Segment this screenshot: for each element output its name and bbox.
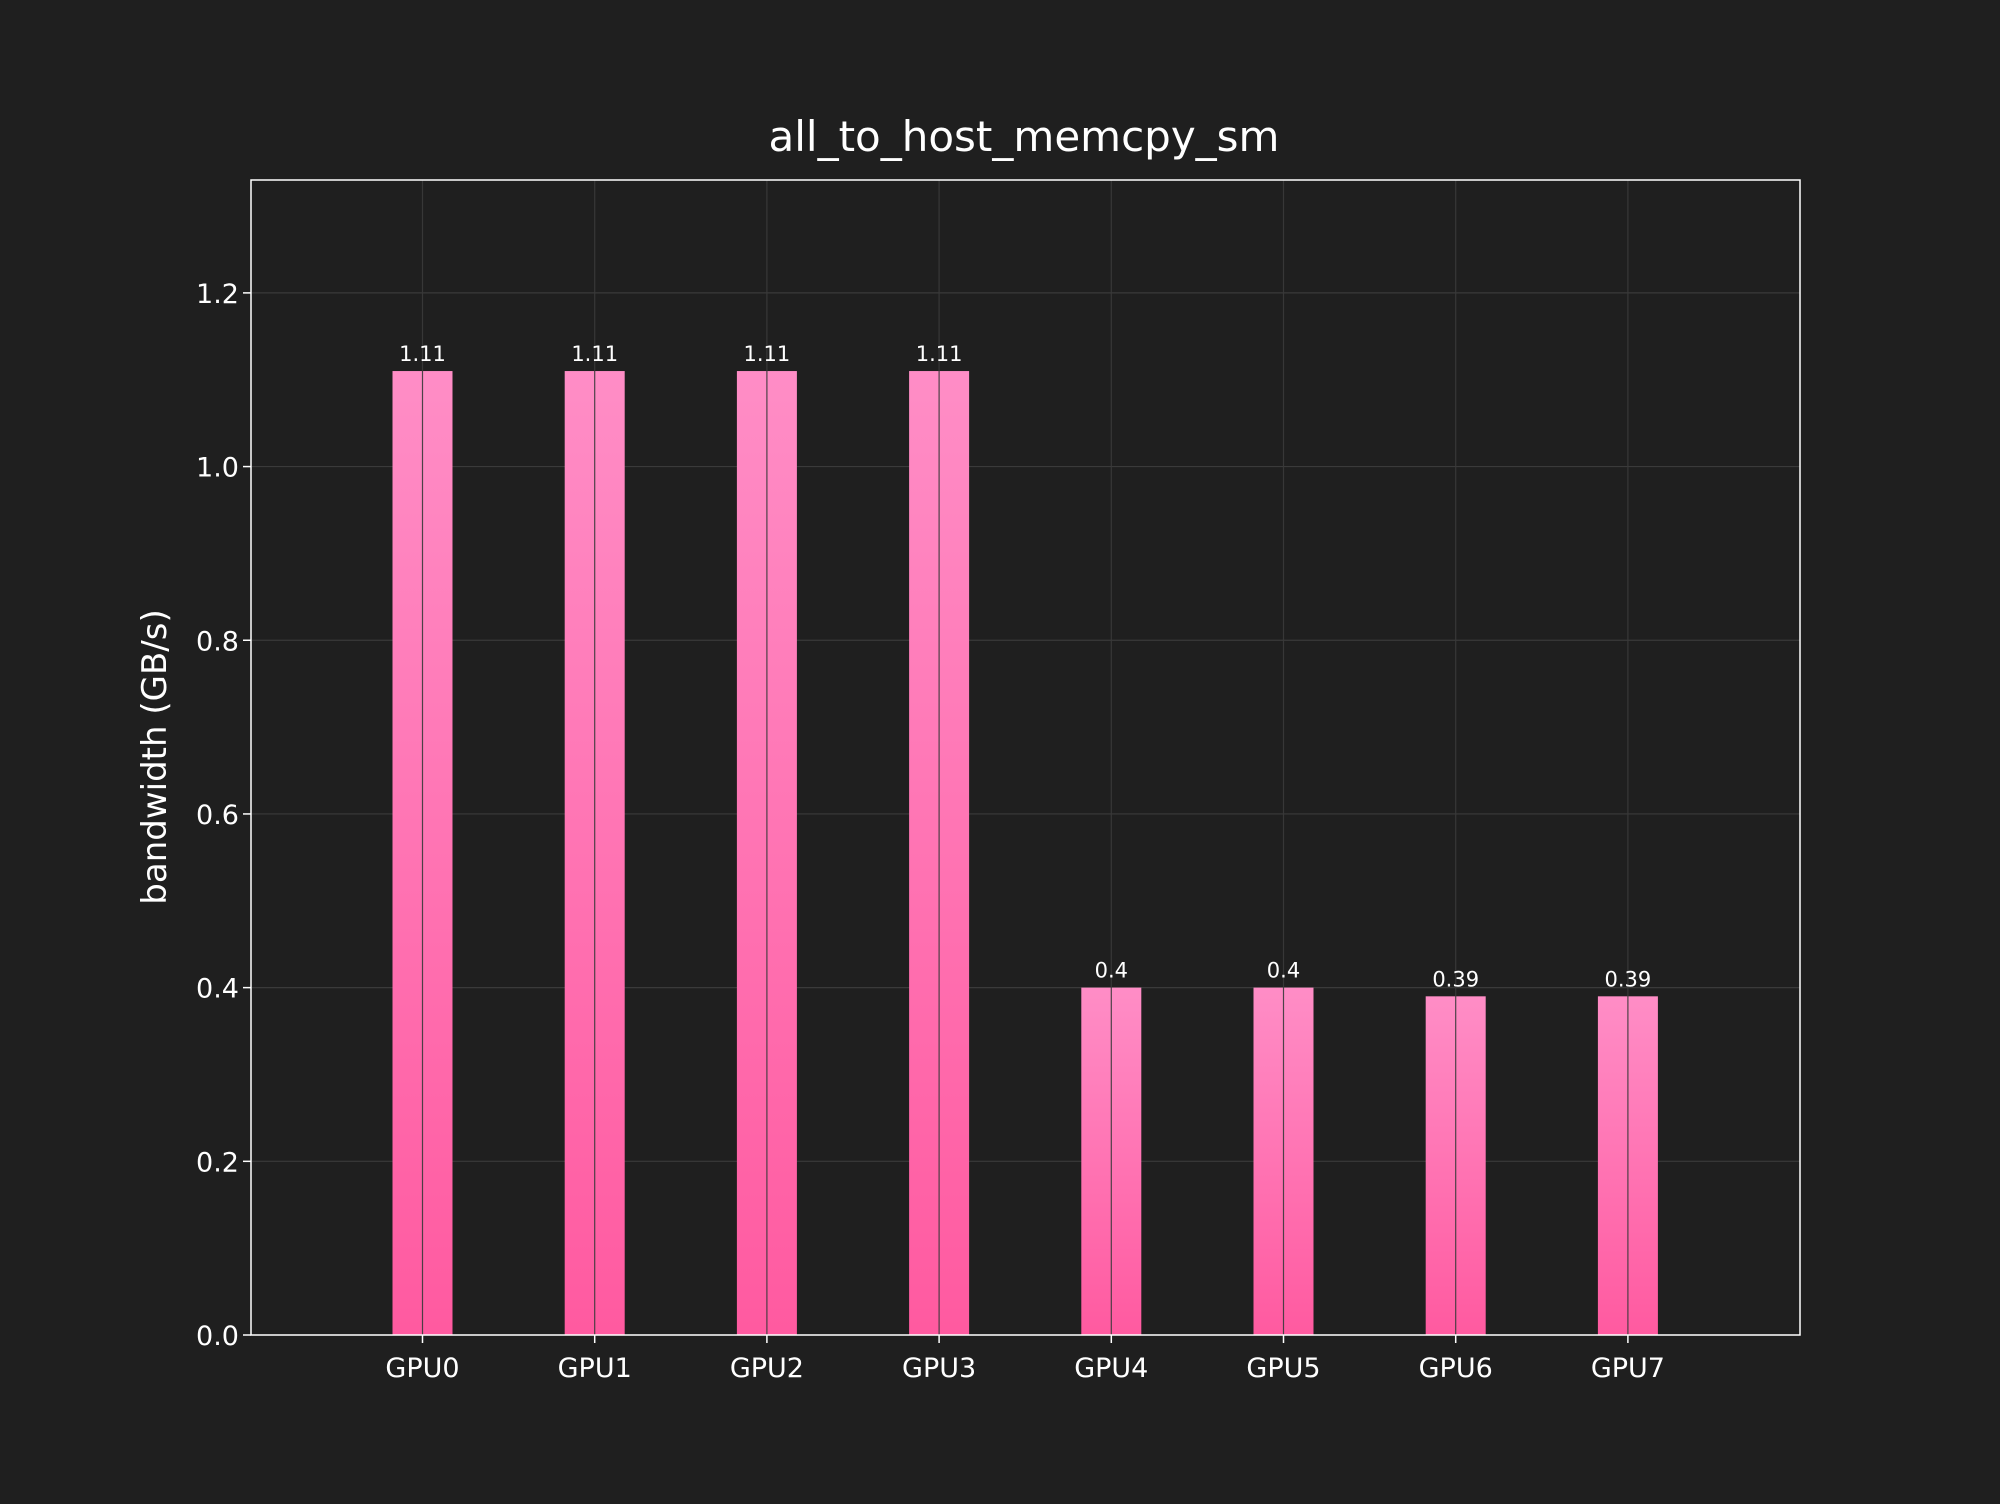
data-label: 1.11: [916, 342, 963, 366]
x-tick-label: GPU5: [1246, 1353, 1320, 1384]
x-tick-label: GPU0: [385, 1353, 459, 1384]
y-tick-label: 0.6: [196, 800, 239, 831]
data-labels: 1.11 1.11 1.11 1.11 0.4 0.4 0.39 0.39: [399, 342, 1651, 991]
y-tick-label: 0.2: [196, 1147, 239, 1178]
chart-title: all_to_host_memcpy_sm: [769, 112, 1280, 161]
x-tick-label: GPU4: [1074, 1353, 1148, 1384]
data-label: 1.11: [744, 342, 791, 366]
x-tick-label: GPU6: [1419, 1353, 1493, 1384]
data-label: 0.4: [1267, 959, 1300, 983]
data-label: 1.11: [571, 342, 618, 366]
x-tick-label: GPU7: [1591, 1353, 1665, 1384]
bars: [392, 371, 1658, 1336]
x-tick-label: GPU2: [730, 1353, 804, 1384]
grid-lines: [251, 292, 1800, 1336]
y-axis-label: bandwidth (GB/s): [135, 609, 175, 904]
y-tick-label: 0.4: [196, 974, 239, 1005]
vertical-grid-lines: [421, 180, 1629, 1335]
x-tick-label: GPU3: [902, 1353, 976, 1384]
data-label: 0.39: [1605, 967, 1652, 991]
y-tick-label: 0.8: [196, 626, 239, 657]
y-tick-label: 0.0: [196, 1321, 239, 1352]
x-tick-label: GPU1: [558, 1353, 632, 1384]
y-ticks: 0.0 0.2 0.4 0.6 0.8 1.0 1.2: [196, 279, 251, 1352]
data-label: 1.11: [399, 342, 446, 366]
y-tick-label: 1.2: [196, 279, 239, 310]
plot-frame: [250, 179, 1801, 1336]
data-label: 0.4: [1095, 959, 1128, 983]
y-tick-label: 1.0: [196, 453, 239, 484]
data-label: 0.39: [1432, 967, 1479, 991]
x-ticks: GPU0 GPU1 GPU2 GPU3 GPU4 GPU5 GPU6 GPU7: [385, 1335, 1665, 1384]
